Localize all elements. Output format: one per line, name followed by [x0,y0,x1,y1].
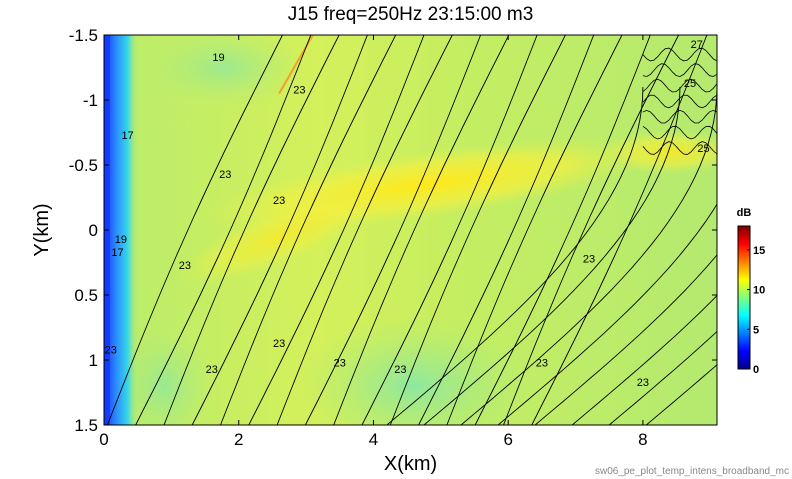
colorbar-tick-label: 10 [753,285,765,297]
contour-line [534,254,717,425]
y-axis-label: Y(km) [31,203,53,256]
contour-label: 23 [273,338,285,350]
contour-line [642,63,717,77]
contour-line [642,109,717,124]
contour-label: 19 [115,234,127,246]
contour-line [446,35,623,425]
colorbar-tick-label: 0 [753,364,759,376]
x-axis-ticks: 0 2 4 6 8 [99,35,648,449]
y-tick-label: 1.5 [74,416,98,435]
contour-label: 25 [684,78,696,90]
contour-label: 23 [179,260,191,272]
contour-line [304,35,482,425]
contour-line [531,35,708,425]
contour-label: 23 [394,364,406,376]
chart-title: J15 freq=250Hz 23:15:00 m3 [288,4,534,25]
colorbar-scale [737,225,751,370]
contour-label: 23 [583,254,595,266]
contour-line [191,35,368,425]
contour-line [361,35,538,425]
contour-label: 23 [334,358,346,370]
low-intensity-patch [145,35,306,108]
low-intensity-patch [114,326,215,425]
x-tick-label: 2 [234,430,243,449]
contour-line [642,125,717,140]
colorbar-tick-label: 15 [753,245,765,257]
x-tick-label: 0 [99,430,108,449]
contour-line [642,78,717,93]
colorbar-label: dB [737,207,752,219]
x-tick-label: 8 [638,430,647,449]
colorbar: dB 0 5 10 15 [737,207,766,376]
y-tick-label: -1 [83,91,98,110]
contour-line [646,364,717,425]
contour-line [474,35,651,425]
contour-line [389,35,566,425]
x-tick-label: 4 [369,430,378,449]
intensity-field [104,35,717,425]
footer-filename: sw06_pe_plot_temp_intens_broadband_mc [595,466,789,477]
colorbar-ticks: 0 5 10 15 [747,245,765,376]
contour-label: 17 [111,247,123,259]
y-tick-label: -1.5 [69,26,98,45]
contour-line [571,294,717,425]
y-tick-label: 0.5 [74,286,98,305]
contour-label: 23 [637,377,649,389]
contour-label: 17 [121,130,133,142]
contour-label: 27 [691,39,703,51]
contour-line [135,35,312,425]
low-intensity-patch [293,316,534,425]
contour-label: 23 [536,358,548,370]
x-tick-label: 6 [503,430,512,449]
contour-line [106,35,283,425]
y-tick-label: 1 [89,351,98,370]
contour-line [220,35,397,425]
high-intensity-band [176,187,382,286]
contour-line [248,35,425,425]
colorbar-tick-label: 5 [753,324,759,336]
contour-label: 19 [212,52,224,64]
y-tick-label: -0.5 [69,156,98,175]
contour-label: 25 [697,143,709,155]
contour-line [497,203,717,425]
contour-line [423,86,681,425]
high-intensity-band [599,130,717,174]
contour-line [642,47,717,62]
contour-line [163,35,340,425]
contour-label: 23 [105,345,117,357]
contour-line [642,141,717,155]
contour-line [276,35,453,425]
contour-line [503,35,680,425]
y-tick-label: 0 [89,221,98,240]
contour-line [608,330,717,425]
contour-line [642,94,717,109]
contour-label: 23 [293,85,305,97]
contour-line [386,86,644,425]
contour-line [418,35,595,425]
contour-lines [106,35,717,425]
contour-label: 23 [219,169,231,181]
contour-line [333,35,510,425]
contour-label: 23 [273,195,285,207]
contour-line [460,86,717,425]
y-axis-ticks: -1.5 -1 -0.5 0 0.5 1 1.5 [69,26,717,435]
contour-label: 23 [206,364,218,376]
x-axis-label: X(km) [384,453,437,475]
